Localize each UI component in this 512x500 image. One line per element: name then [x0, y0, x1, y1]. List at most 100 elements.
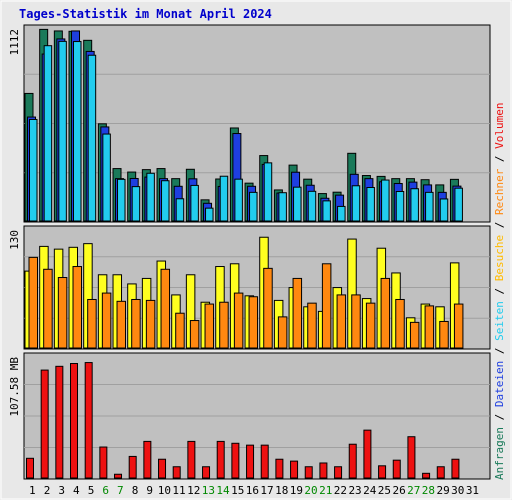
- bar-volumen-day-22: [334, 466, 343, 479]
- bar-rechner-day-18: [277, 316, 288, 349]
- legend-besuche: Besuche: [493, 235, 506, 281]
- x-tick-label-day-26: 26: [392, 484, 405, 497]
- panel-middle: 130: [8, 225, 491, 350]
- bar-rechner-day-5: [87, 298, 97, 349]
- x-tick-label-day-7: 7: [117, 484, 124, 497]
- bar-volumen-day-30: [451, 458, 460, 479]
- bar-volumen-day-25: [378, 465, 387, 479]
- bar-seiten-day-14: [219, 175, 229, 222]
- bar-rechner-day-7: [116, 300, 127, 349]
- x-tick-label-day-6: 6: [102, 484, 109, 497]
- x-tick-label-day-13: 13: [202, 484, 215, 497]
- panel-bottom: 107.58 MB: [8, 352, 491, 480]
- legend-anfragen: Anfragen: [493, 427, 506, 480]
- legend-separator: /: [493, 149, 506, 169]
- bar-seiten-day-29: [439, 198, 449, 222]
- bar-rechner-day-15: [233, 292, 244, 349]
- bar-volumen-day-21: [319, 462, 328, 479]
- bar-rechner-day-20: [307, 302, 317, 349]
- bar-seiten-day-25: [381, 179, 390, 222]
- bar-rechner-day-23: [351, 294, 361, 349]
- chart-title: Tages-Statistik im Monat April 2024: [19, 7, 272, 21]
- legend-dateien: Dateien: [493, 361, 506, 407]
- x-tick-label-day-1: 1: [29, 484, 36, 497]
- bar-rechner-day-10: [160, 268, 171, 349]
- panels: 1112 130 107.58 MB: [8, 24, 491, 480]
- x-tick-label-day-8: 8: [132, 484, 139, 497]
- bar-volumen-day-9: [143, 440, 152, 479]
- x-tick-label-day-9: 9: [146, 484, 153, 497]
- x-tick-label-day-4: 4: [73, 484, 80, 497]
- y-max-label-top: 1112: [8, 29, 21, 56]
- bar-rechner-day-22: [336, 294, 347, 349]
- bar-seiten-day-13: [205, 207, 214, 222]
- bar-rechner-day-21: [321, 263, 332, 349]
- x-tick-label-day-20: 20: [304, 484, 317, 497]
- bar-seiten-day-20: [307, 190, 317, 222]
- bar-rechner-day-2: [43, 268, 53, 349]
- bar-rechner-day-17: [263, 267, 273, 349]
- bar-seiten-day-3: [58, 40, 67, 222]
- bar-volumen-day-26: [392, 459, 401, 479]
- bar-rechner-day-1: [28, 256, 38, 349]
- x-tick-label-day-25: 25: [378, 484, 391, 497]
- bar-rechner-day-14: [219, 301, 229, 349]
- bar-volumen-day-14: [216, 440, 225, 479]
- legend-rechner: Rechner: [493, 168, 506, 215]
- x-tick-label-day-12: 12: [187, 484, 200, 497]
- bar-rechner-day-27: [409, 321, 420, 349]
- bar-seiten-day-2: [43, 45, 53, 222]
- bar-rechner-day-16: [248, 296, 259, 349]
- legend-separator: /: [493, 407, 506, 427]
- bar-seiten-day-24: [366, 187, 375, 222]
- bar-seiten-day-18: [278, 192, 287, 222]
- bar-rechner-day-19: [292, 277, 303, 349]
- x-tick-label-day-5: 5: [88, 484, 95, 497]
- bar-volumen-day-13: [202, 466, 211, 479]
- bar-volumen-day-29: [436, 466, 445, 479]
- x-tick-label-day-27: 27: [407, 484, 420, 497]
- bar-volumen-day-3: [55, 365, 64, 479]
- bar-seiten-day-6: [102, 133, 111, 222]
- bar-volumen-day-16: [246, 444, 255, 479]
- series-rechner: [28, 256, 464, 349]
- bar-volumen-day-10: [158, 458, 167, 479]
- bar-volumen-day-8: [128, 455, 137, 479]
- x-tick-label-day-28: 28: [422, 484, 435, 497]
- bar-volumen-day-2: [40, 369, 49, 479]
- y-max-label-bottom: 107.58 MB: [8, 357, 21, 417]
- x-tick-label-day-22: 22: [334, 484, 347, 497]
- bar-seiten-day-26: [395, 190, 405, 222]
- x-axis-day-labels: 1 2 3 4 5 6 7 8 9 10 11 12 13 14 15 16 17 18 19 20 21 22 23 24 2…: [29, 484, 479, 497]
- x-tick-label-day-11: 11: [172, 484, 185, 497]
- x-tick-label-day-18: 18: [275, 484, 288, 497]
- x-tick-label-day-3: 3: [58, 484, 65, 497]
- x-tick-label-day-24: 24: [363, 484, 377, 497]
- bar-rechner-day-8: [131, 298, 141, 349]
- x-tick-label-day-15: 15: [231, 484, 244, 497]
- bar-rechner-day-4: [72, 266, 83, 349]
- bar-rechner-day-9: [145, 299, 156, 349]
- bar-volumen-day-24: [363, 429, 372, 479]
- x-tick-label-day-16: 16: [246, 484, 259, 497]
- bar-volumen-day-15: [231, 442, 240, 479]
- bar-seiten-day-22: [337, 205, 346, 222]
- bar-rechner-day-12: [189, 320, 200, 349]
- bar-rechner-day-25: [380, 277, 391, 349]
- bar-rechner-day-6: [101, 292, 112, 349]
- bar-seiten-day-11: [175, 198, 185, 222]
- y-max-label-middle: 130: [8, 230, 21, 250]
- bar-rechner-day-28: [424, 305, 435, 349]
- legend-separator: /: [493, 215, 506, 235]
- bar-seiten-day-8: [131, 186, 141, 222]
- series-seiten: [29, 40, 463, 222]
- bar-volumen-day-27: [407, 436, 416, 479]
- bar-rechner-day-3: [57, 277, 68, 349]
- panel-top: 1112: [8, 24, 491, 223]
- bar-volumen-day-11: [172, 466, 181, 479]
- bar-volumen-day-1: [26, 457, 34, 479]
- x-tick-label-day-19: 19: [290, 484, 303, 497]
- bar-seiten-day-21: [322, 200, 331, 222]
